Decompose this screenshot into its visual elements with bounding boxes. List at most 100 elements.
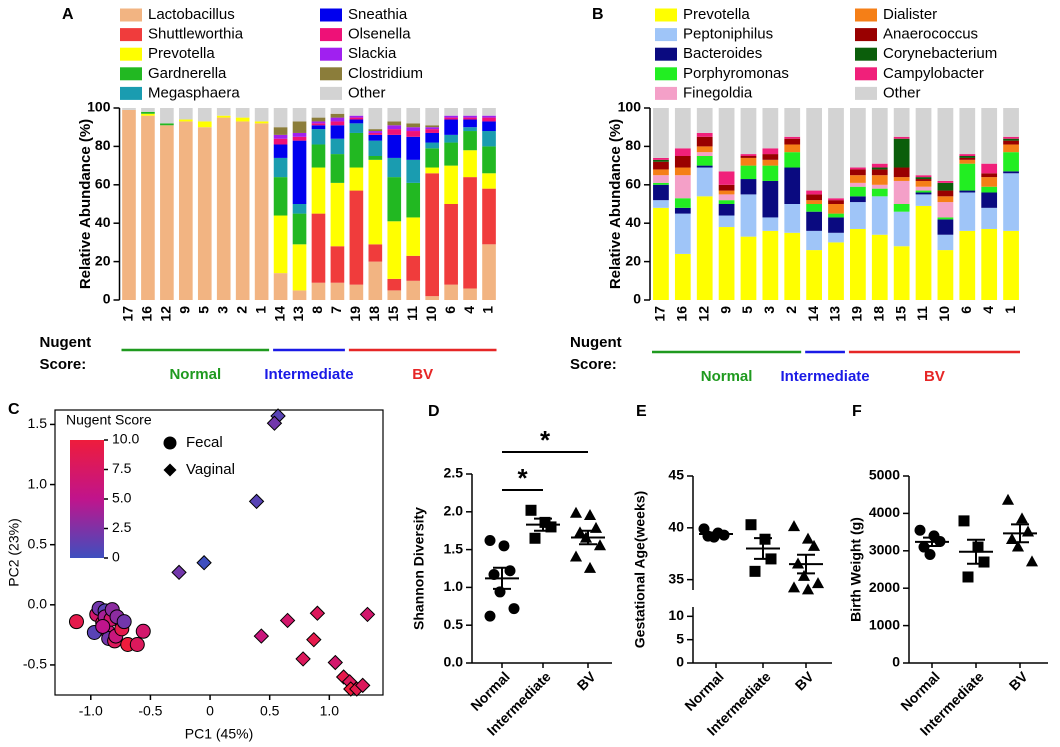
bar-segment (141, 115, 155, 301)
group-label: BV (412, 366, 433, 383)
bar-segment (959, 230, 976, 300)
x-tick-label: 1 (252, 306, 268, 314)
group-label: Normal (169, 366, 221, 383)
bar-segment (893, 167, 910, 178)
bar-segment (718, 215, 735, 228)
x-tick-label: 18 (870, 306, 886, 322)
point (791, 557, 805, 569)
bar-segment (828, 198, 844, 201)
bar-segment (444, 284, 458, 300)
bar-segment (368, 108, 383, 130)
legend-label: Sneathia (348, 6, 408, 23)
bar-segment (254, 123, 269, 300)
point (811, 577, 825, 589)
y-tick-label: 20 (95, 252, 111, 268)
bar-segment (850, 186, 866, 197)
y-tick-label: 5 (676, 630, 684, 646)
bar-segment (828, 200, 844, 204)
x-tick-label: 1 (480, 306, 496, 314)
bar-segment (273, 215, 288, 274)
bar-segment (463, 119, 477, 128)
bar-segment (718, 204, 735, 216)
point (924, 549, 936, 561)
bar-segment (330, 154, 345, 183)
significance-label: * (517, 463, 528, 493)
bar-segment (828, 204, 844, 214)
y-tick-label: 2.0 (444, 503, 464, 519)
bar-segment (482, 131, 496, 147)
point (266, 415, 283, 431)
bar-segment (330, 108, 345, 114)
bar-segment (1003, 144, 1019, 153)
point (801, 532, 815, 544)
bar-segment (740, 194, 757, 237)
bar-segment (740, 154, 757, 156)
y-tick-label: 40 (625, 214, 641, 230)
bar-segment (292, 108, 307, 122)
bar-segment (444, 165, 458, 204)
bar-segment (330, 125, 345, 139)
bar-segment (718, 171, 735, 185)
legend-swatch (655, 67, 677, 81)
legend-swatch (320, 86, 342, 100)
y-tick-label: 0 (103, 291, 111, 307)
bar-segment (674, 148, 691, 156)
bar-segment (463, 117, 477, 120)
legend-swatch (320, 67, 342, 81)
legend-marker (163, 463, 177, 477)
bar-segment (981, 192, 998, 208)
x-tick-label: 14 (271, 306, 287, 322)
bar-segment (330, 113, 345, 118)
bar-segment (674, 156, 691, 168)
bar-segment (330, 121, 345, 126)
point (248, 493, 265, 510)
x-tick-label: 17 (652, 306, 668, 322)
x-tick-label: 16 (139, 306, 155, 322)
bar-segment (141, 111, 155, 114)
legend-swatch (120, 67, 142, 81)
bar-segment (850, 167, 866, 170)
y-axis-title: Shannon Diversity (411, 507, 427, 630)
bar-segment (762, 180, 779, 218)
bar-segment (850, 182, 866, 187)
bar-segment (311, 121, 326, 124)
bar-segment (368, 261, 383, 300)
x-tick-label: -0.5 (138, 703, 162, 719)
legend-label: Campylobacter (883, 65, 984, 82)
bar-segment (740, 179, 757, 195)
point (569, 550, 583, 562)
bar-segment (463, 288, 477, 300)
point (787, 581, 801, 593)
bar-segment (1003, 140, 1019, 145)
bar-segment (696, 108, 713, 133)
point (958, 515, 970, 527)
legend-swatch (120, 47, 142, 61)
point (972, 541, 984, 553)
bar-segment (311, 167, 326, 214)
point (539, 516, 551, 528)
x-tick-label: 6 (442, 306, 458, 314)
legend-swatch (655, 8, 677, 22)
bar-segment (784, 204, 801, 233)
point (306, 631, 322, 648)
bar-segment (292, 213, 307, 245)
legend-swatch (855, 86, 877, 100)
bar-segment (871, 108, 888, 164)
bar-segment (674, 213, 691, 254)
bar-segment (784, 108, 801, 137)
y-tick-label: 60 (625, 176, 641, 192)
bar-segment (425, 127, 439, 130)
bar-segment (871, 167, 888, 170)
legend-swatch (120, 28, 142, 42)
bar-segment (784, 152, 801, 168)
legend-swatch (655, 47, 677, 61)
plot-frame (54, 409, 384, 696)
bar-segment (696, 196, 713, 300)
bar-segment (482, 188, 496, 245)
bar-segment (311, 108, 326, 118)
bar-segment (893, 138, 910, 168)
legend-label: Prevotella (683, 6, 750, 23)
x-tick-label: BV (574, 668, 600, 694)
bar-segment (871, 169, 888, 176)
bar-segment (937, 108, 954, 181)
